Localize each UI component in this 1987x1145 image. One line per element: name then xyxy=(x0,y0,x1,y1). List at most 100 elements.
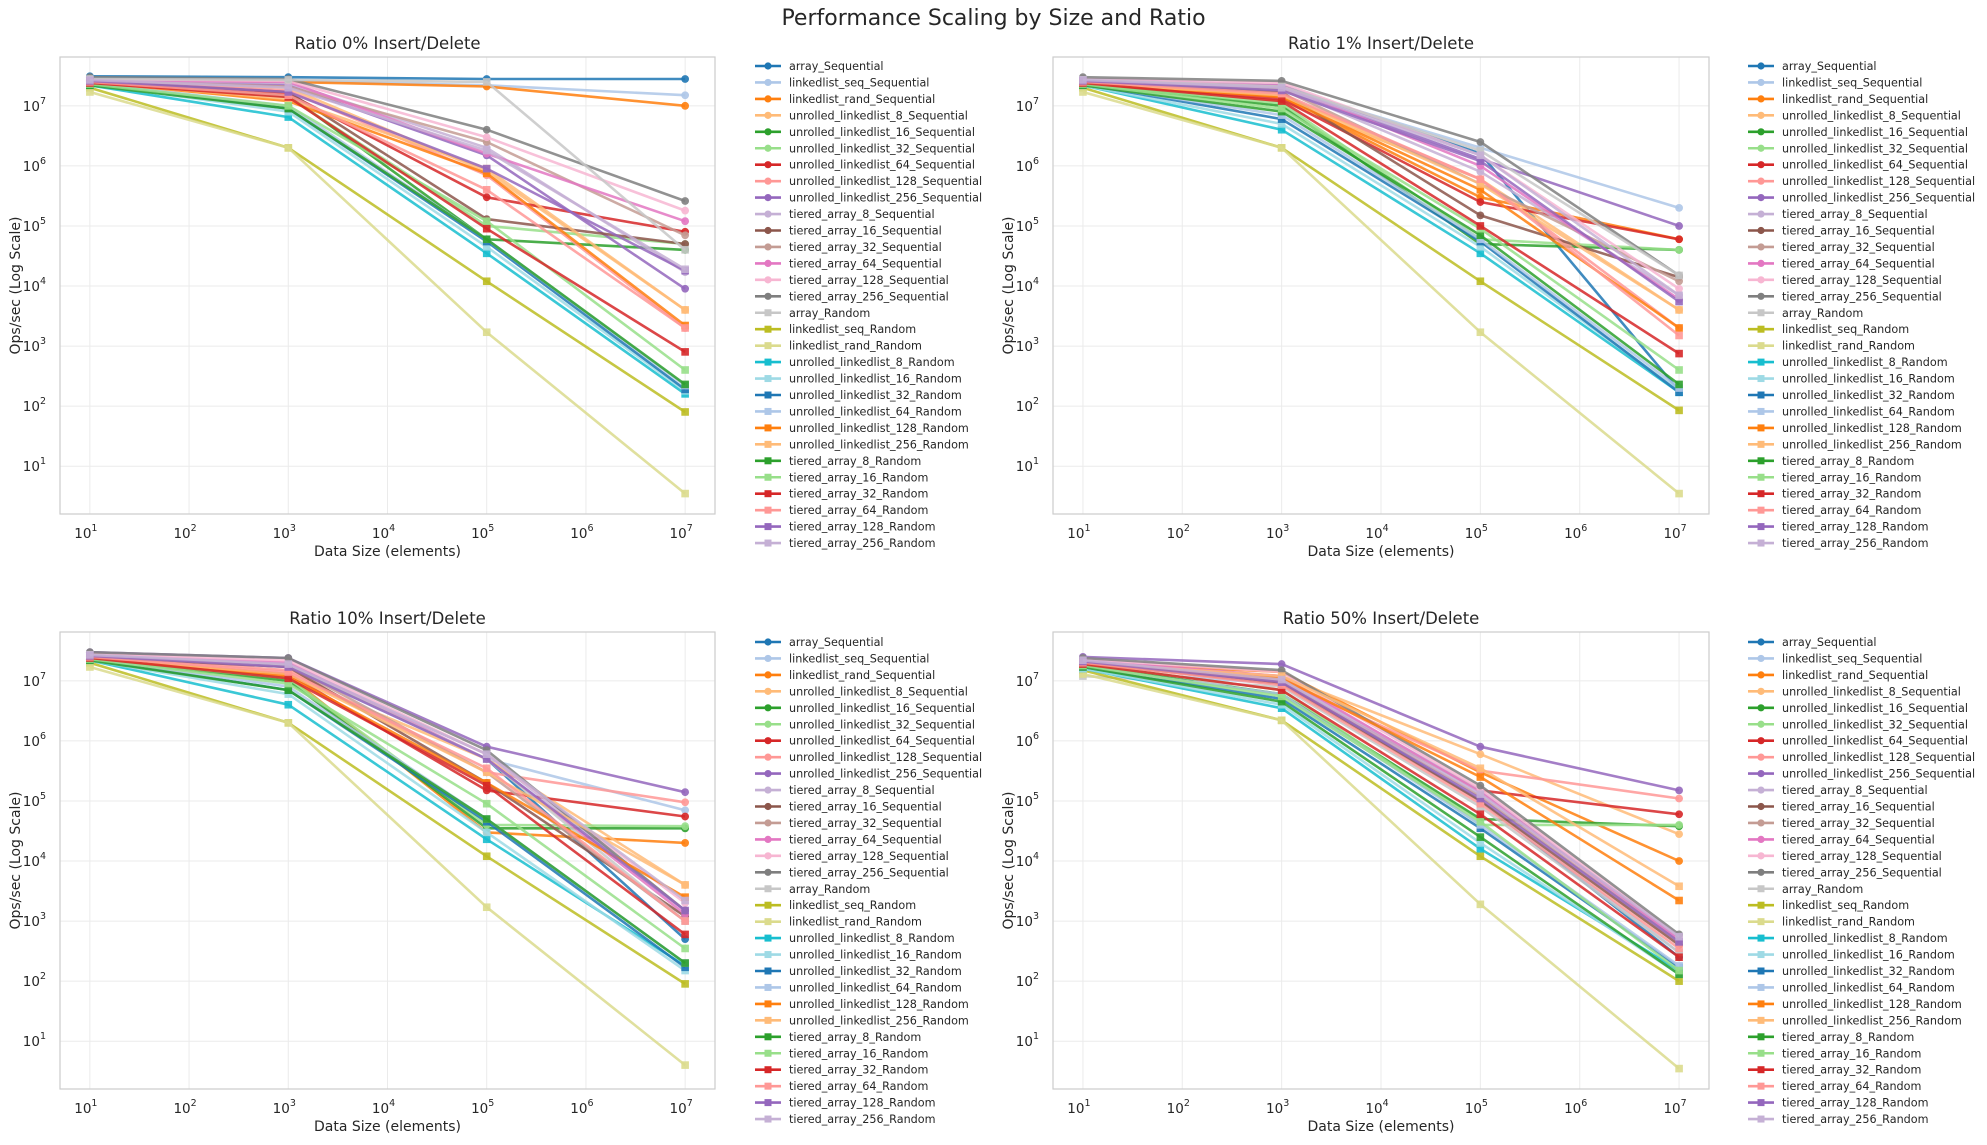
legend-label: unrolled_linkedlist_32_Sequential xyxy=(1782,718,1968,731)
y-tick-label: 105 xyxy=(23,216,46,235)
legend-item: unrolled_linkedlist_16_Sequential xyxy=(1748,702,1968,715)
data-point xyxy=(482,78,491,86)
legend-label: unrolled_linkedlist_8_Sequential xyxy=(789,109,968,122)
x-axis-label: Data Size (elements) xyxy=(1307,544,1454,560)
legend-item: tiered_array_64_Sequential xyxy=(755,257,942,270)
legend-marker xyxy=(764,309,772,317)
x-tick-label: 106 xyxy=(1564,523,1587,542)
legend-label: array_Random xyxy=(789,883,870,896)
legend-label: tiered_array_64_Random xyxy=(1782,504,1921,517)
legend-label: linkedlist_seq_Random xyxy=(789,323,916,336)
y-tick-label: 102 xyxy=(1016,971,1039,990)
series-line xyxy=(1082,81,1680,311)
data-point xyxy=(482,903,491,912)
legend-item: unrolled_linkedlist_16_Random xyxy=(755,949,962,962)
data-point xyxy=(86,651,94,659)
legend-marker xyxy=(764,885,772,893)
legend-marker xyxy=(1757,358,1765,366)
legend-marker xyxy=(764,62,772,70)
legend-marker xyxy=(1757,177,1765,185)
series-line xyxy=(89,79,686,272)
y-tick-label: 107 xyxy=(1016,96,1039,115)
legend-marker xyxy=(1757,704,1765,712)
legend-label: tiered_array_32_Sequential xyxy=(1782,241,1935,254)
data-point xyxy=(1277,697,1286,706)
legend-item: tiered_array_32_Sequential xyxy=(755,241,942,254)
data-point xyxy=(1476,844,1485,853)
data-point xyxy=(681,197,690,205)
legend-label: tiered_array_8_Random xyxy=(1782,1031,1914,1044)
legend-item: tiered_array_32_Random xyxy=(1748,488,1921,501)
data-point xyxy=(1277,666,1286,675)
legend-item: unrolled_linkedlist_128_Random xyxy=(755,422,969,435)
data-point xyxy=(1476,833,1485,841)
y-tick-label: 106 xyxy=(23,156,46,175)
legend-marker xyxy=(1757,1016,1765,1024)
data-point xyxy=(681,380,689,389)
legend-item: unrolled_linkedlist_256_Random xyxy=(755,438,969,451)
legend-item: linkedlist_seq_Random xyxy=(755,323,916,336)
legend-label: unrolled_linkedlist_16_Random xyxy=(1782,949,1955,962)
legend-item: linkedlist_rand_Sequential xyxy=(1748,93,1928,106)
series-linkedlist_rand_Random xyxy=(1079,670,1683,1073)
data-point xyxy=(1277,97,1286,105)
series-line xyxy=(89,653,686,902)
legend-label: unrolled_linkedlist_16_Sequential xyxy=(1782,126,1968,139)
data-point xyxy=(681,930,689,939)
legend-marker xyxy=(764,1033,772,1041)
data-point xyxy=(284,686,293,694)
data-point xyxy=(482,750,491,759)
data-point xyxy=(482,764,491,773)
series-line xyxy=(89,659,686,972)
legend-item: tiered_array_128_Random xyxy=(755,1097,936,1110)
legend-item: unrolled_linkedlist_128_Sequential xyxy=(755,175,982,188)
legend-item: unrolled_linkedlist_128_Sequential xyxy=(1748,751,1975,764)
series-tiered_array_256_Random xyxy=(86,76,689,274)
data-point xyxy=(284,690,293,698)
series-line xyxy=(1082,86,1680,412)
data-point xyxy=(1476,235,1485,244)
data-point xyxy=(1675,380,1683,389)
legend-marker xyxy=(764,852,772,860)
legend-item: tiered_array_64_Sequential xyxy=(1748,833,1935,846)
data-point xyxy=(284,76,293,84)
data-point xyxy=(681,822,690,831)
legend-label: linkedlist_rand_Random xyxy=(1782,916,1915,929)
data-point xyxy=(681,489,689,498)
data-point xyxy=(1277,692,1286,701)
legend-marker xyxy=(1757,671,1765,679)
legend-marker xyxy=(764,506,772,514)
legend-marker xyxy=(764,194,772,202)
data-point xyxy=(1476,146,1485,155)
legend-marker xyxy=(764,835,772,844)
data-point xyxy=(681,306,689,314)
legend-label: tiered_array_256_Sequential xyxy=(1782,866,1942,879)
legend-item: unrolled_linkedlist_8_Sequential xyxy=(755,109,968,122)
data-point xyxy=(681,366,689,374)
legend-item: tiered_array_32_Random xyxy=(755,1064,928,1077)
legend-marker xyxy=(764,144,772,152)
legend-label: linkedlist_rand_Random xyxy=(1782,340,1915,353)
legend-marker xyxy=(1757,951,1765,959)
legend-label: unrolled_linkedlist_32_Random xyxy=(789,965,962,978)
legend-marker xyxy=(1757,490,1765,498)
series-line xyxy=(89,650,686,912)
x-tick-label: 104 xyxy=(372,1098,395,1117)
data-point xyxy=(1476,211,1485,220)
legend-marker xyxy=(1757,144,1765,152)
series-line xyxy=(1082,90,1680,495)
legend-label: unrolled_linkedlist_256_Random xyxy=(789,1014,969,1027)
series-tiered_array_256_Random xyxy=(1079,76,1683,300)
data-point xyxy=(482,852,491,861)
legend-item: linkedlist_rand_Sequential xyxy=(755,93,935,106)
legend-marker xyxy=(764,1115,772,1123)
legend-item: unrolled_linkedlist_256_Random xyxy=(755,1014,969,1027)
data-point xyxy=(1476,242,1485,251)
legend-marker xyxy=(1757,934,1765,942)
legend-item: unrolled_linkedlist_128_Sequential xyxy=(1748,175,1975,188)
legend-marker xyxy=(764,440,772,448)
data-point xyxy=(1675,366,1683,374)
legend-item: unrolled_linkedlist_8_Random xyxy=(755,356,955,369)
legend-label: tiered_array_64_Sequential xyxy=(1782,257,1935,270)
data-point xyxy=(1476,249,1485,258)
